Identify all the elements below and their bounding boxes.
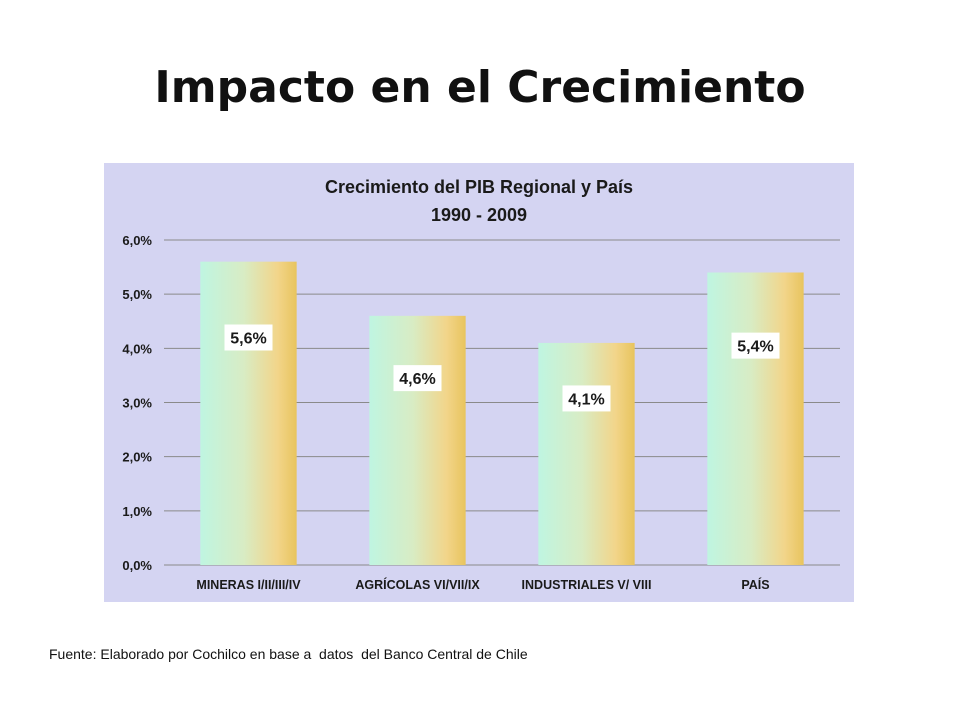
- data-label-box: [393, 365, 442, 392]
- data-label: 5,4%: [737, 339, 773, 356]
- bar: [200, 261, 297, 565]
- data-label-box: [224, 324, 273, 351]
- slide-title: Impacto en el Crecimiento: [154, 62, 806, 113]
- bar: [369, 315, 466, 565]
- category-label: PAÍS: [741, 577, 769, 592]
- chart-title: Crecimiento del PIB Regional y País: [325, 177, 633, 197]
- y-tick-label: 5,0%: [122, 287, 152, 302]
- bar-chart: Crecimiento del PIB Regional y País 1990…: [122, 177, 840, 592]
- data-label-box: [731, 332, 780, 359]
- y-tick-label: 1,0%: [122, 504, 152, 519]
- chart-subtitle: 1990 - 2009: [431, 205, 527, 225]
- data-label: 5,6%: [230, 331, 266, 348]
- chart-area: Crecimiento del PIB Regional y País 1990…: [104, 163, 854, 602]
- data-label: 4,1%: [568, 391, 604, 408]
- y-tick-label: 2,0%: [122, 450, 152, 465]
- y-tick-label: 4,0%: [122, 341, 152, 356]
- data-label-box: [562, 385, 611, 412]
- category-label: AGRÍCOLAS VI/VII/IX: [355, 577, 480, 592]
- y-tick-label: 3,0%: [122, 396, 152, 411]
- bar: [707, 272, 804, 565]
- bar: [538, 342, 635, 565]
- category-label: MINERAS I/II/III/IV: [196, 578, 301, 592]
- y-tick-label: 6,0%: [122, 233, 152, 248]
- y-tick-label: 0,0%: [122, 558, 152, 573]
- data-label: 4,6%: [399, 371, 435, 388]
- category-label: INDUSTRIALES V/ VIII: [522, 578, 652, 592]
- source-note: Fuente: Elaborado por Cochilco en base a…: [49, 646, 528, 662]
